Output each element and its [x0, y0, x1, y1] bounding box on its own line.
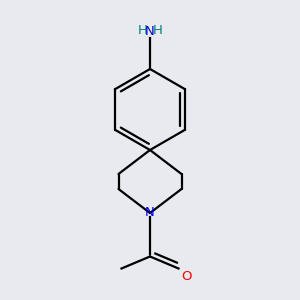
Text: H: H [153, 23, 162, 37]
Text: H: H [138, 23, 147, 37]
Text: N: N [145, 25, 155, 38]
Text: O: O [182, 270, 192, 283]
Text: N: N [145, 206, 155, 220]
